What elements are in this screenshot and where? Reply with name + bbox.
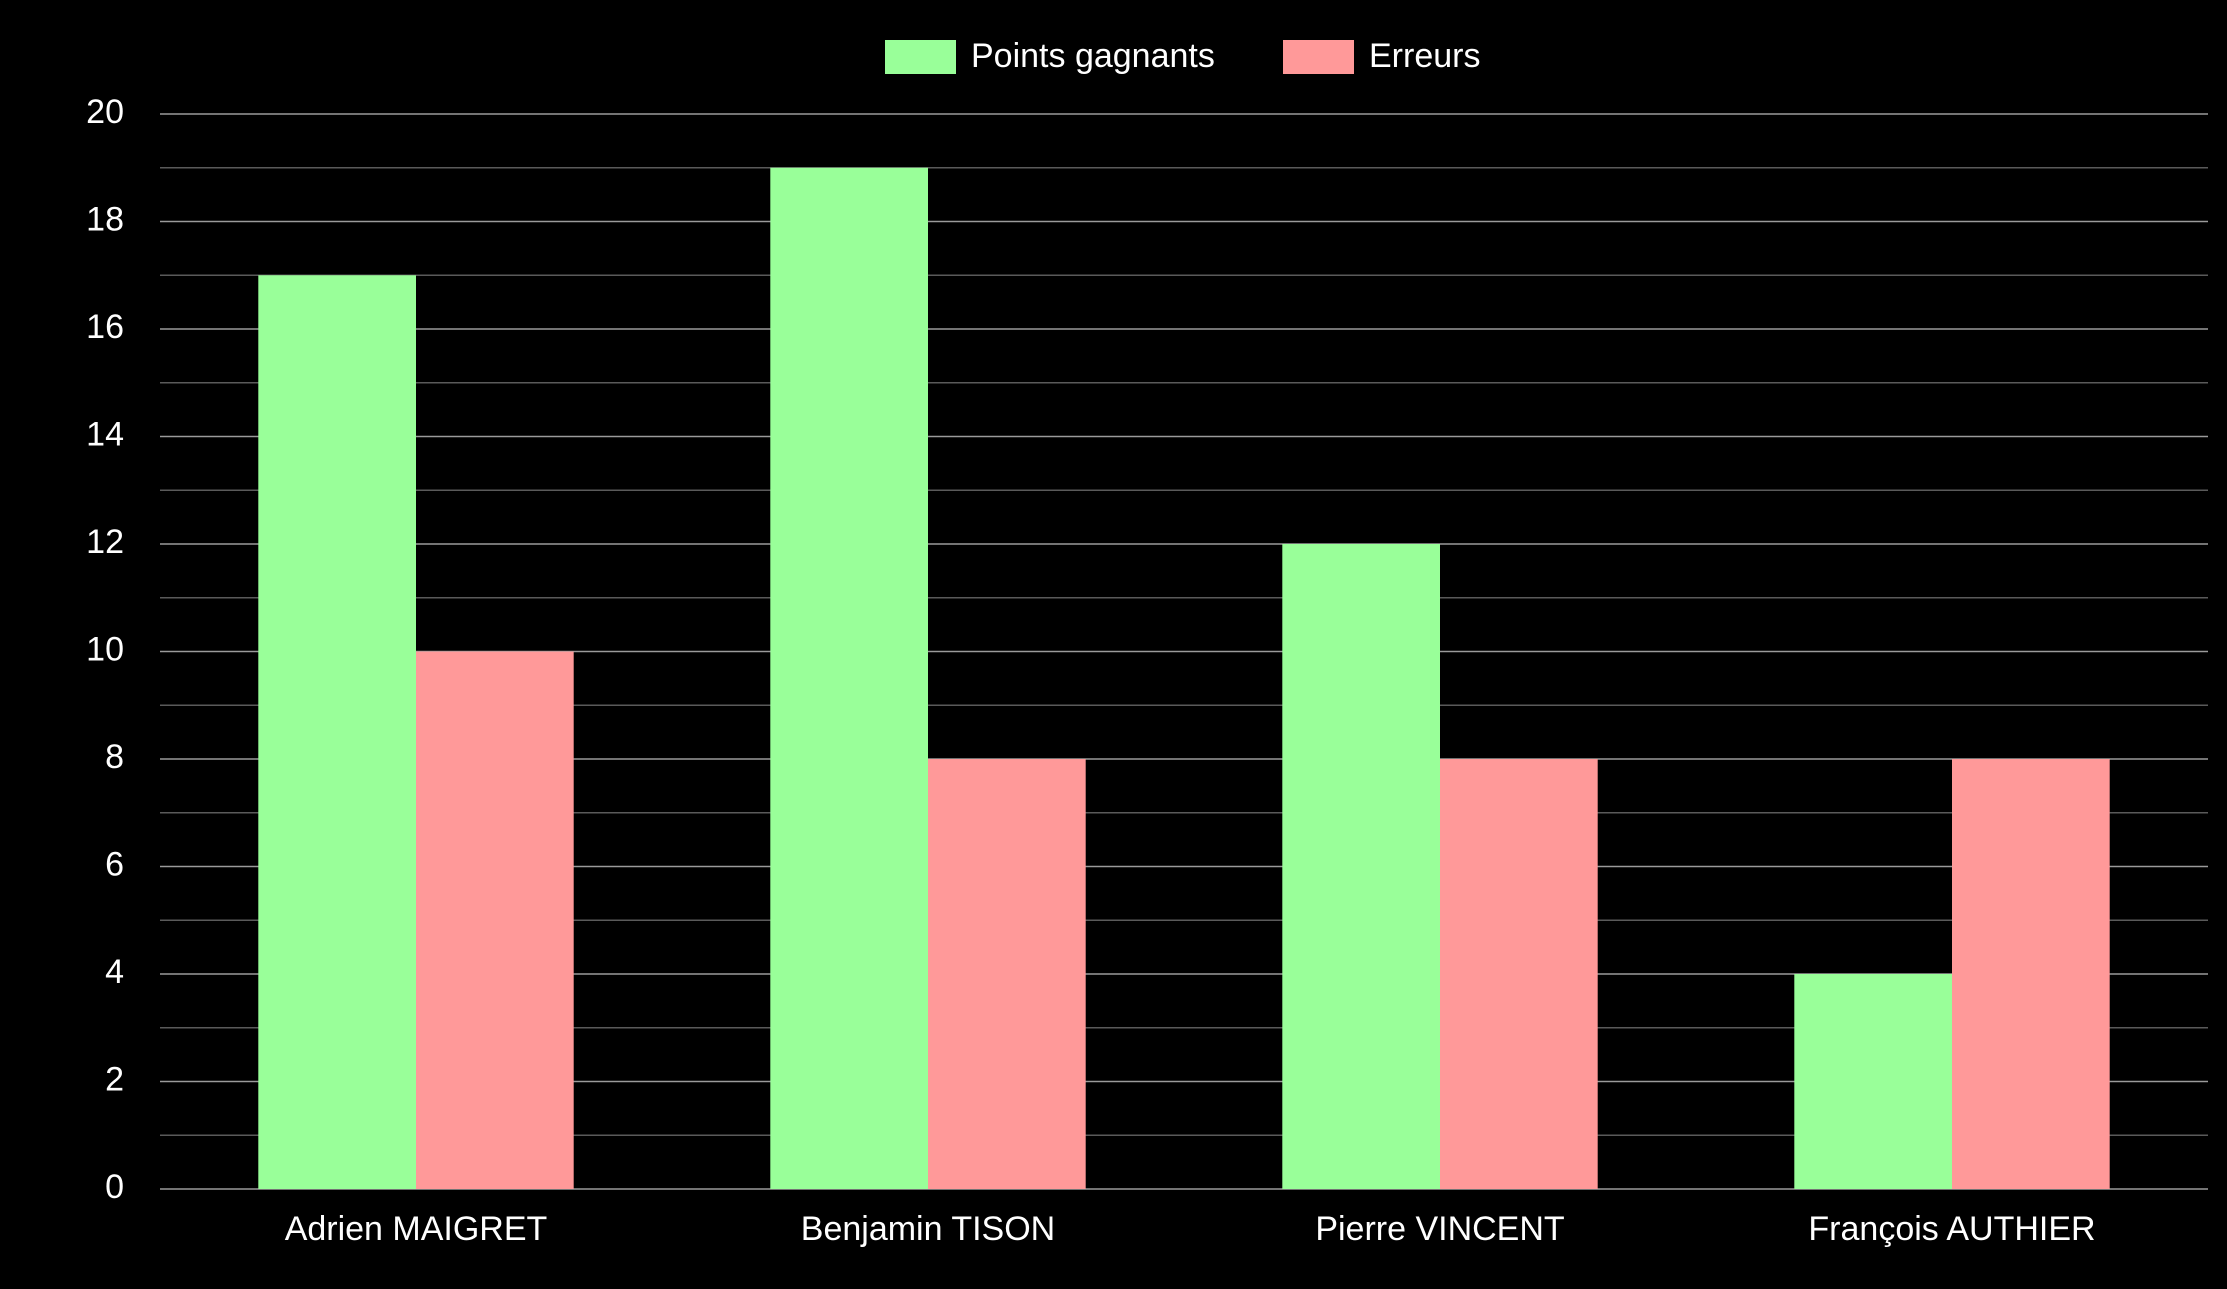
legend-swatch [885, 40, 956, 74]
bar [770, 167, 928, 1189]
y-tick-label: 8 [105, 738, 124, 776]
x-tick-label: François AUTHIER [1808, 1210, 2095, 1248]
y-tick-label: 12 [86, 523, 124, 561]
legend-swatch [1283, 40, 1354, 74]
y-tick-label: 4 [105, 953, 124, 991]
bar [1440, 759, 1598, 1189]
x-tick-label: Adrien MAIGRET [285, 1210, 548, 1248]
y-tick-label: 10 [86, 630, 124, 668]
bar [416, 651, 574, 1189]
y-tick-label: 18 [86, 200, 124, 238]
bar [1794, 974, 1952, 1189]
y-tick-label: 20 [86, 93, 124, 131]
legend-label: Erreurs [1369, 37, 1480, 75]
y-tick-label: 0 [105, 1168, 124, 1206]
y-tick-label: 16 [86, 308, 124, 346]
x-tick-label: Benjamin TISON [801, 1210, 1055, 1248]
bar [1282, 544, 1440, 1189]
bar [928, 759, 1086, 1189]
bar [258, 275, 416, 1189]
y-tick-label: 2 [105, 1060, 124, 1098]
x-tick-label: Pierre VINCENT [1315, 1210, 1564, 1248]
y-tick-label: 6 [105, 845, 124, 883]
legend-label: Points gagnants [971, 37, 1215, 75]
y-tick-label: 14 [86, 415, 124, 453]
bar [1952, 759, 2110, 1189]
